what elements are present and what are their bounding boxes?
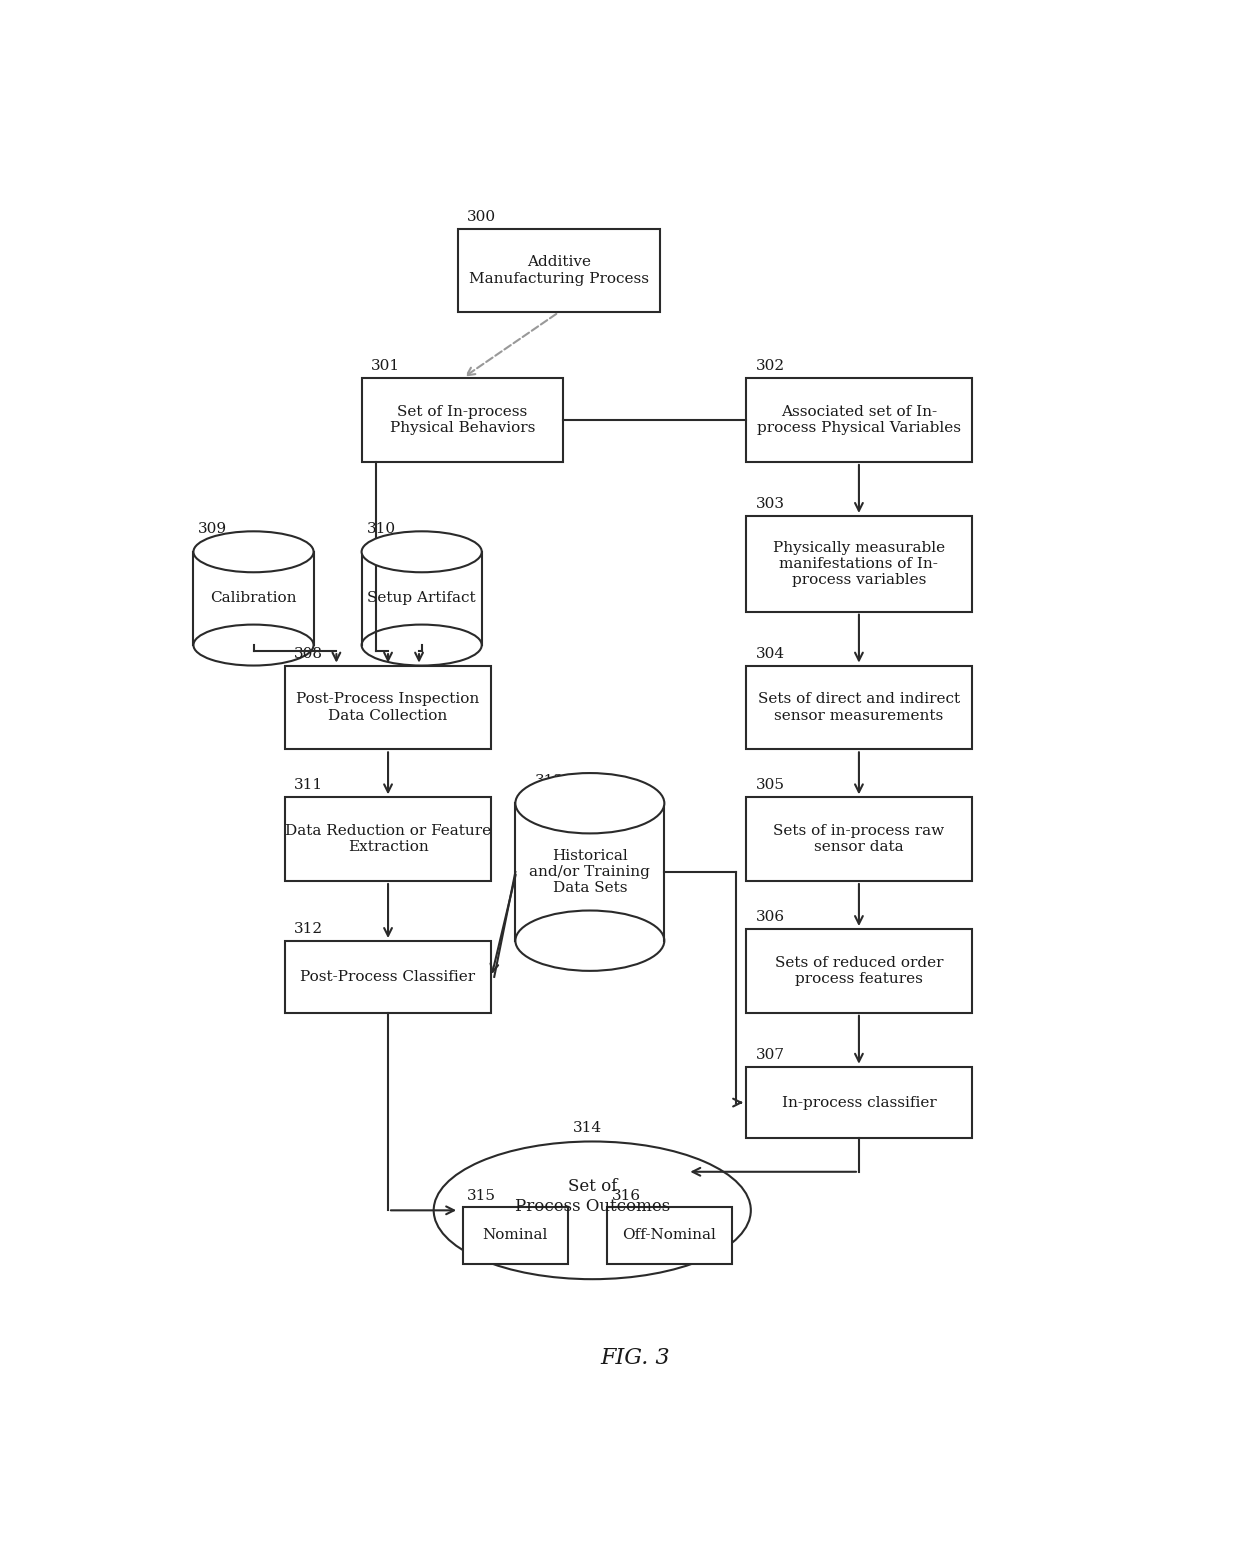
Text: 310: 310: [367, 522, 396, 536]
Text: Physically measurable
manifestations of In-
process variables: Physically measurable manifestations of …: [773, 541, 945, 586]
Bar: [606, 1207, 732, 1264]
Text: 311: 311: [294, 779, 324, 793]
Text: Sets of in-process raw
sensor data: Sets of in-process raw sensor data: [774, 824, 945, 854]
Bar: [285, 798, 491, 882]
Text: In-process classifier: In-process classifier: [781, 1096, 936, 1110]
Ellipse shape: [362, 532, 481, 572]
Bar: [193, 552, 314, 645]
Bar: [285, 941, 491, 1012]
Bar: [463, 1207, 568, 1264]
Text: Sets of reduced order
process features: Sets of reduced order process features: [775, 956, 944, 986]
Text: Associated set of In-
process Physical Variables: Associated set of In- process Physical V…: [756, 404, 961, 435]
Text: 313: 313: [534, 774, 564, 788]
Text: Post-Process Classifier: Post-Process Classifier: [300, 970, 476, 984]
Bar: [285, 666, 491, 750]
Text: 314: 314: [573, 1121, 603, 1135]
Text: 312: 312: [294, 922, 324, 936]
Ellipse shape: [516, 773, 665, 833]
Text: 307: 307: [755, 1048, 785, 1062]
Text: Sets of direct and indirect
sensor measurements: Sets of direct and indirect sensor measu…: [758, 692, 960, 723]
Bar: [458, 229, 660, 313]
Ellipse shape: [434, 1141, 750, 1280]
Text: Historical
and/or Training
Data Sets: Historical and/or Training Data Sets: [529, 849, 650, 896]
Text: 309: 309: [198, 522, 227, 536]
Ellipse shape: [193, 532, 314, 572]
Text: FIG. 3: FIG. 3: [600, 1347, 671, 1368]
Text: Data Reduction or Feature
Extraction: Data Reduction or Feature Extraction: [285, 824, 491, 854]
Bar: [746, 378, 972, 462]
Text: Set of
Process Outcomes: Set of Process Outcomes: [515, 1179, 670, 1214]
Text: Off-Nominal: Off-Nominal: [622, 1228, 715, 1242]
Bar: [746, 928, 972, 1012]
Text: 315: 315: [467, 1190, 496, 1204]
Bar: [746, 666, 972, 750]
Ellipse shape: [516, 911, 665, 970]
Ellipse shape: [362, 625, 481, 666]
Text: 300: 300: [467, 210, 496, 224]
Text: 302: 302: [755, 359, 785, 373]
Ellipse shape: [193, 625, 314, 666]
Text: Nominal: Nominal: [482, 1228, 548, 1242]
Bar: [746, 798, 972, 882]
Text: 308: 308: [294, 647, 324, 661]
Text: 306: 306: [755, 910, 785, 924]
Text: Post-Process Inspection
Data Collection: Post-Process Inspection Data Collection: [296, 692, 480, 723]
Text: Set of In-process
Physical Behaviors: Set of In-process Physical Behaviors: [389, 404, 536, 435]
Text: 301: 301: [371, 359, 401, 373]
Bar: [362, 378, 563, 462]
Text: Setup Artifact: Setup Artifact: [367, 591, 476, 605]
Text: Calibration: Calibration: [211, 591, 296, 605]
Bar: [746, 516, 972, 611]
Text: Additive
Manufacturing Process: Additive Manufacturing Process: [469, 255, 649, 286]
Text: 304: 304: [755, 647, 785, 661]
Bar: [516, 804, 665, 941]
Text: 316: 316: [611, 1190, 641, 1204]
Text: 305: 305: [755, 779, 785, 793]
Bar: [362, 552, 481, 645]
Bar: [746, 1067, 972, 1138]
Text: 303: 303: [755, 498, 785, 512]
